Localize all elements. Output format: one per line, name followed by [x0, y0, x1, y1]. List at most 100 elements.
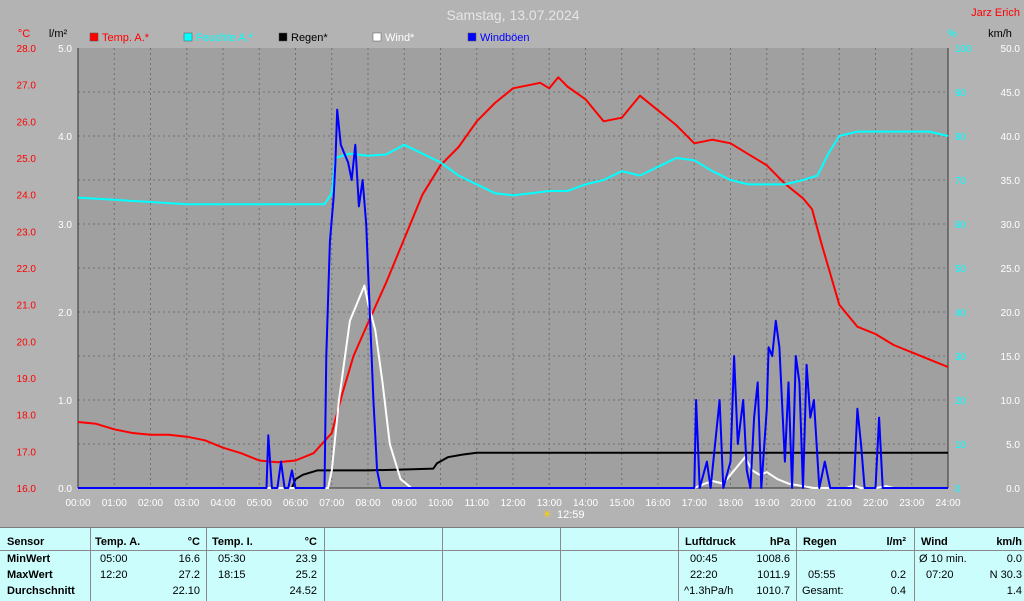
table-divider [0, 550, 1024, 551]
legend-swatch [372, 32, 382, 42]
humidity-tick-label: 40 [955, 308, 967, 319]
temp-i-max-time: 18:15 [218, 569, 246, 581]
humidity-tick-label: 50 [955, 264, 967, 275]
sensor-header: Sensor [7, 536, 45, 548]
x-tick-label: 05:00 [247, 498, 272, 509]
wind-tick-label: 50.0 [1001, 44, 1021, 55]
pressure-max-value: 1011.9 [757, 569, 790, 581]
temp-tick-label: 19.0 [17, 374, 37, 385]
temp-tick-label: 26.0 [17, 117, 37, 128]
time-marker: ☀ 12:59 [542, 509, 584, 521]
pressure-min-time: 00:45 [690, 553, 718, 565]
pressure-header: Luftdruck [685, 536, 736, 548]
x-tick-label: 17:00 [682, 498, 707, 509]
wind-avg10-value: 0.0 [1006, 553, 1022, 565]
column-divider [206, 528, 207, 601]
temp-tick-label: 20.0 [17, 337, 37, 348]
series-line-regen [78, 451, 948, 489]
temp-tick-label: 25.0 [17, 154, 37, 165]
temp-tick-label: 24.0 [17, 191, 37, 202]
wind-tick-label: 10.0 [1001, 396, 1021, 407]
wind-tick-label: 25.0 [1001, 264, 1021, 275]
temp-tick-label: 21.0 [17, 301, 37, 312]
x-tick-label: 18:00 [718, 498, 743, 509]
rain-header: Regen [803, 536, 837, 548]
wind-tick-label: 30.0 [1001, 220, 1021, 231]
series-line-temp-a [77, 76, 949, 464]
x-tick-label: 13:00 [537, 498, 562, 509]
column-divider [442, 528, 443, 601]
x-tick-label: 15:00 [609, 498, 634, 509]
x-tick-label: 22:00 [863, 498, 888, 509]
rain-tick-label: 1.0 [58, 396, 72, 407]
rain-tick-label: 2.0 [58, 308, 72, 319]
stats-table: Sensor MinWert MaxWert Durchschnitt Temp… [0, 527, 1024, 601]
temp-i-min-value: 23.9 [295, 553, 317, 565]
humidity-tick-label: 60 [955, 220, 967, 231]
x-tick-label: 11:00 [465, 498, 490, 509]
wind-tick-label: 15.0 [1001, 352, 1021, 363]
temp-i-unit: °C [304, 536, 317, 548]
x-tick-label: 06:00 [283, 498, 308, 509]
rain-total-label: Gesamt: [802, 585, 844, 597]
row-label-avg: Durchschnitt [7, 585, 75, 597]
x-tick-label: 03:00 [174, 498, 199, 509]
wind-unit-label: km/h [988, 28, 1012, 40]
rain-unit-label: l/m² [49, 28, 68, 40]
wind-tick-label: 0.0 [1006, 484, 1020, 495]
x-tick-label: 01:00 [102, 498, 127, 509]
temp-tick-label: 17.0 [17, 447, 37, 458]
wind-header: Wind [921, 536, 948, 548]
rain-tick-label: 4.0 [58, 132, 72, 143]
wind-tick-label: 35.0 [1001, 176, 1021, 187]
row-label-min: MinWert [7, 553, 51, 565]
rain-tick-label: 5.0 [58, 44, 72, 55]
wind-tick-label: 20.0 [1001, 308, 1021, 319]
pressure-avg-value: 1010.7 [756, 585, 790, 597]
temp-a-min-time: 05:00 [100, 553, 128, 565]
temp-a-header: Temp. A. [95, 536, 141, 548]
x-tick-label: 08:00 [355, 498, 380, 509]
temp-tick-label: 22.0 [17, 264, 37, 275]
rain-max-time: 05:55 [808, 569, 836, 581]
temp-i-max-value: 25.2 [295, 569, 317, 581]
rain-unit: l/m² [886, 536, 906, 548]
grid [78, 48, 948, 488]
temp-a-max-time: 12:20 [100, 569, 128, 581]
pressure-unit: hPa [769, 536, 790, 548]
pressure-trend: ^1.3hPa/h [684, 585, 734, 597]
legend-swatch [278, 32, 288, 42]
series-line-feuchte-a [77, 130, 949, 206]
x-tick-label: 00:00 [65, 498, 90, 509]
x-tick-label: 12:00 [500, 498, 525, 509]
wind-unit: km/h [996, 536, 1022, 548]
humidity-tick-label: 0 [955, 484, 961, 495]
temp-tick-label: 16.0 [17, 484, 37, 495]
marker-time: 12:59 [557, 509, 585, 521]
x-tick-label: 19:00 [754, 498, 779, 509]
temp-tick-label: 28.0 [17, 44, 37, 55]
x-tick-label: 04:00 [210, 498, 235, 509]
x-tick-label: 24:00 [935, 498, 960, 509]
wind-avg10-label: Ø 10 min. [919, 553, 967, 565]
rain-max-value: 0.2 [890, 569, 906, 581]
humidity-tick-label: 100 [955, 44, 972, 55]
wind-max-time: 07:20 [926, 569, 954, 581]
legend: Temp. A.* Feuchte A.* Regen* Wind* Windböen [89, 32, 530, 44]
x-tick-label: 07:00 [319, 498, 344, 509]
legend-swatch [183, 32, 193, 42]
rain-tick-label: 3.0 [58, 220, 72, 231]
temp-i-header: Temp. I. [212, 536, 253, 548]
humidity-tick-label: 70 [955, 176, 967, 187]
legend-label: Feuchte A.* [196, 32, 254, 44]
legend-label: Temp. A.* [102, 32, 150, 44]
wind-tick-label: 5.0 [1006, 440, 1020, 451]
series-group [77, 76, 949, 489]
legend-label: Wind* [385, 32, 415, 44]
legend-swatch [467, 32, 477, 42]
wind-avg-value: 1.4 [1006, 585, 1022, 597]
temp-i-min-time: 05:30 [218, 553, 246, 565]
temp-tick-label: 23.0 [17, 227, 37, 238]
rain-total-value: 0.4 [890, 585, 906, 597]
chart-title: Samstag, 13.07.2024 [446, 7, 579, 23]
